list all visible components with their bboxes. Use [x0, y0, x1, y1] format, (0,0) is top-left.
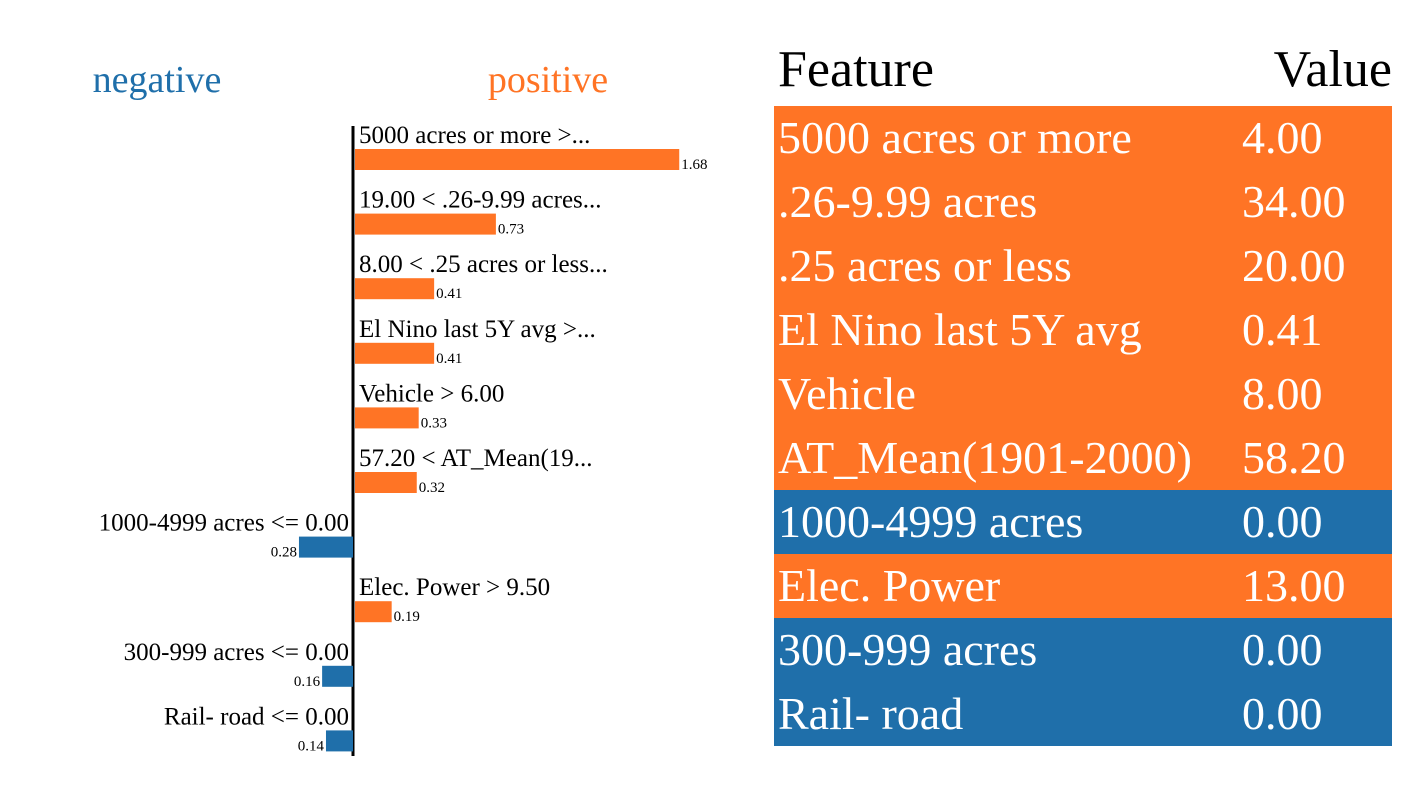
- bar-value-label: 0.41: [436, 351, 462, 367]
- feature-cell: 5000 acres or more: [778, 112, 1132, 163]
- bar: [325, 730, 353, 752]
- feature-cell: 300-999 acres: [778, 624, 1038, 675]
- value-cell: 34.00: [1242, 176, 1346, 227]
- table-row: Elec. Power 13.00: [774, 554, 1392, 618]
- feature-cell: .26-9.99 acres: [778, 176, 1038, 227]
- legend-negative: negative: [93, 59, 222, 101]
- bar-value-label: 1.68: [681, 157, 707, 173]
- feature-cell: Vehicle: [778, 368, 916, 419]
- bar: [355, 278, 435, 300]
- bar: [355, 472, 417, 493]
- table-row: Vehicle 8.00: [774, 362, 1392, 426]
- bar-group: 5000 acres or more >... 1.68 19.00 < .26-9…: [99, 122, 708, 754]
- bar-label: 8.00 < .25 acres or less...: [359, 251, 608, 278]
- bar-label: 300-999 acres <= 0.00: [124, 639, 349, 666]
- bar-label: Vehicle > 6.00: [359, 380, 504, 407]
- bar-value-label: 0.32: [419, 480, 445, 496]
- feature-cell: Elec. Power: [778, 560, 1001, 611]
- value-cell: 0.41: [1242, 304, 1323, 355]
- value-cell: 20.00: [1242, 240, 1346, 291]
- table-row: Rail- road 0.00: [774, 682, 1392, 746]
- bar-value-label: 0.16: [294, 674, 321, 690]
- bar: [355, 213, 496, 235]
- bar: [298, 536, 353, 558]
- feature-column-header: Feature: [778, 41, 934, 98]
- legend-positive: positive: [488, 59, 608, 101]
- value-cell: 13.00: [1242, 560, 1346, 611]
- table-body: 5000 acres or more 4.00 .26-9.99 acres 34.0…: [774, 106, 1392, 746]
- table-row: 1000-4999 acres 0.00: [774, 490, 1392, 554]
- value-cell: 0.00: [1242, 688, 1323, 739]
- bar-label: 1000-4999 acres <= 0.00: [99, 510, 349, 537]
- feature-cell: AT_Mean(1901-2000): [778, 432, 1192, 483]
- value-cell: 4.00: [1242, 112, 1323, 163]
- bar-label: 57.20 < AT_Mean(19...: [359, 445, 593, 472]
- table-row: 5000 acres or more 4.00: [774, 106, 1392, 170]
- bar-label: Elec. Power > 9.50: [359, 574, 550, 601]
- table-row: .25 acres or less 20.00: [774, 234, 1392, 298]
- bar-value-label: 0.33: [421, 415, 447, 431]
- value-column-header: Value: [1273, 41, 1392, 98]
- bar-value-label: 0.14: [298, 738, 325, 754]
- feature-weight-chart: negative positive 5000 acres or more >..…: [93, 59, 708, 756]
- bar-value-label: 0.41: [436, 286, 462, 302]
- bar: [322, 665, 353, 687]
- value-cell: 0.00: [1242, 624, 1323, 675]
- feature-cell: .25 acres or less: [778, 240, 1072, 291]
- feature-cell: El Nino last 5Y avg: [778, 304, 1142, 355]
- bar-value-label: 0.73: [498, 222, 524, 238]
- bar: [355, 149, 680, 170]
- feature-value-table: Feature Value 5000 acres or more 4.00 .26-…: [774, 40, 1392, 746]
- table-row: El Nino last 5Y avg 0.41: [774, 298, 1392, 362]
- bar: [355, 342, 435, 364]
- bar: [355, 407, 419, 429]
- bar-label: El Nino last 5Y avg >...: [359, 316, 596, 343]
- bar-label: 5000 acres or more >...: [359, 122, 590, 149]
- value-cell: 0.00: [1242, 496, 1323, 547]
- value-cell: 8.00: [1242, 368, 1323, 419]
- bar-value-label: 0.28: [271, 545, 297, 561]
- table-row: .26-9.99 acres 34.00: [774, 170, 1392, 234]
- bar-label: Rail- road <= 0.00: [164, 703, 349, 730]
- table-header: Feature Value: [774, 40, 1392, 106]
- feature-cell: Rail- road: [778, 688, 964, 739]
- bar-label: 19.00 < .26-9.99 acres...: [359, 187, 602, 214]
- value-cell: 58.20: [1242, 432, 1346, 483]
- feature-cell: 1000-4999 acres: [778, 496, 1084, 547]
- bar: [355, 601, 392, 623]
- table-row: 300-999 acres 0.00: [774, 618, 1392, 682]
- bar-value-label: 0.19: [394, 609, 420, 625]
- table-row: AT_Mean(1901-2000) 58.20: [774, 426, 1392, 490]
